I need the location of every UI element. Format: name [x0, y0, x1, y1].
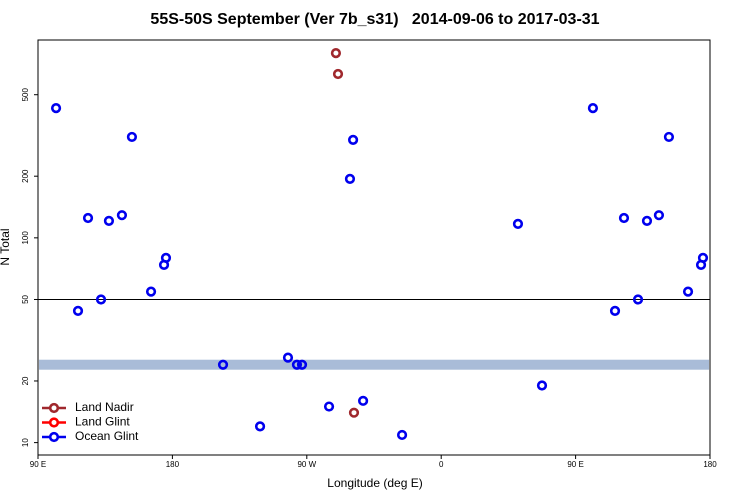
data-point	[330, 48, 342, 59]
legend-marker	[48, 431, 60, 443]
plot-frame	[37, 39, 711, 456]
data-point	[609, 305, 621, 316]
data-point	[116, 210, 128, 221]
y-tick-label: 200	[21, 169, 30, 183]
chart-title: 55S-50S September (Ver 7b_s31) 2014-09-0…	[150, 11, 599, 28]
data-point	[347, 134, 359, 145]
shaded-band	[39, 359, 709, 370]
data-point	[50, 103, 62, 114]
data-point	[126, 131, 138, 143]
y-tick-label: 100	[21, 231, 30, 245]
data-point	[653, 210, 665, 221]
x-tick-label: 90 E	[30, 460, 46, 469]
data-point	[291, 359, 303, 370]
data-point	[348, 407, 360, 418]
data-point	[536, 380, 548, 391]
y-axis-label: N Total	[0, 228, 12, 265]
data-point	[217, 359, 229, 370]
data-point	[344, 173, 356, 185]
data-point	[296, 359, 308, 370]
data-point	[282, 352, 294, 363]
data-point	[145, 286, 157, 297]
data-point	[641, 215, 653, 226]
legend-marker	[48, 402, 60, 414]
data-point	[618, 212, 630, 224]
data-point	[82, 212, 94, 224]
x-tick-label: 180	[166, 460, 180, 469]
y-tick-label: 10	[21, 438, 30, 447]
x-tick-label: 0	[439, 460, 444, 469]
y-tick-label: 20	[21, 376, 30, 385]
data-point	[323, 401, 335, 412]
data-point	[72, 305, 84, 316]
data-point	[357, 395, 369, 406]
x-tick-label: 90 W	[297, 460, 316, 469]
data-point	[632, 294, 644, 305]
data-point	[663, 131, 675, 143]
legend-marker	[48, 417, 60, 428]
data-point	[682, 286, 694, 297]
x-tick-label: 180	[703, 460, 717, 469]
data-point	[332, 68, 344, 80]
x-axis-label: Longitude (deg E)	[327, 476, 422, 490]
data-point	[95, 294, 107, 305]
y-tick-label: 50	[21, 294, 30, 303]
y-tick-label: 500	[21, 87, 30, 101]
x-tick-label: 90 E	[567, 460, 583, 469]
legend-label: Land Glint	[75, 415, 130, 429]
data-point	[103, 215, 115, 226]
legend-label: Land Nadir	[75, 400, 134, 414]
data-point	[697, 252, 709, 264]
data-point	[512, 218, 524, 229]
data-point	[160, 252, 172, 264]
data-point	[587, 103, 599, 114]
legend-label: Ocean Glint	[75, 429, 139, 443]
data-point	[254, 421, 266, 432]
data-point	[396, 429, 408, 441]
